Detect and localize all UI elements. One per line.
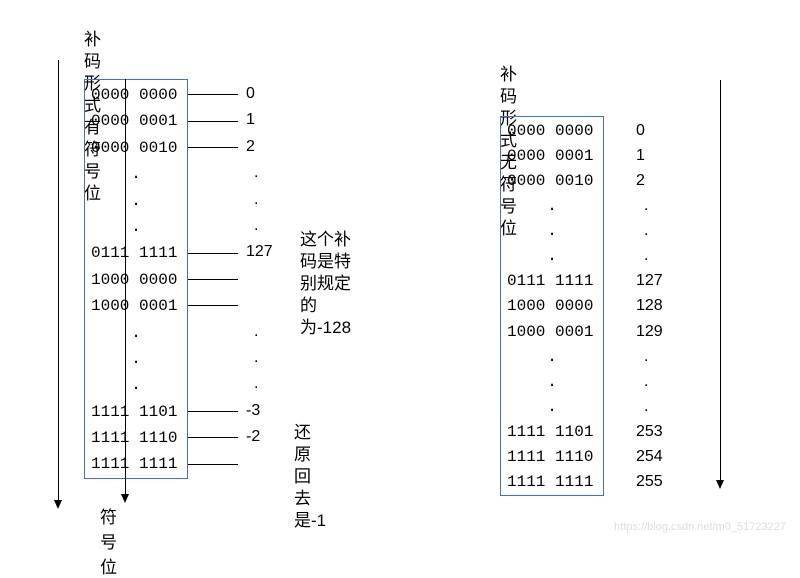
connector-line [188,279,238,280]
unsigned-binary-row: . [501,244,603,269]
unsigned-value: 1 [636,143,663,168]
note-minus1: 还原回去是-1 [294,422,326,532]
signed-value: . [246,345,273,371]
connector-line [188,121,238,122]
connector-line [188,411,238,412]
unsigned-binary-box: 0000 00000000 00010000 0010...0111 11111… [500,116,604,496]
note-minus1-text: 还原回去是-1 [294,423,326,530]
note-minus128: 这个补码是特 别规定的为-128 [300,229,351,339]
signed-value: . [246,371,273,397]
signed-values-column: 012...127...-3-2 [246,81,273,477]
unsigned-binary-row: 1111 1101 [501,420,603,445]
unsigned-value: 128 [636,293,663,318]
unsigned-panel: 补码形式 无符号位 0000 00000000 00010000 0010...… [0,0,104,380]
signed-value [246,450,273,476]
unsigned-binary-row: 0000 0010 [501,169,603,194]
unsigned-value: 253 [636,419,663,444]
unsigned-binary-row: 1111 1111 [501,470,603,495]
unsigned-value: 255 [636,469,663,494]
signed-value [246,266,273,292]
unsigned-value: . [636,394,663,419]
signed-value: . [246,187,273,213]
signed-value [246,292,273,318]
unsigned-value: 2 [636,168,663,193]
unsigned-value: 0 [636,118,663,143]
connector-line [188,253,238,254]
unsigned-binary-row: 0111 1111 [501,269,603,294]
signed-value: 2 [246,134,273,160]
connector-line [188,437,238,438]
unsigned-binary-row: . [501,345,603,370]
signed-value: . [246,213,273,239]
signed-value: . [246,319,273,345]
unsigned-values-column: 012...127128129...253254255 [636,118,663,494]
note-minus128-l1: 这个补码是特 [300,229,351,273]
unsigned-binary-row: . [501,395,603,420]
connector-line [188,147,238,148]
unsigned-binary-row: . [501,194,603,219]
signed-binary-row: 1111 1101 [85,399,187,425]
unsigned-binary-row: 0000 0001 [501,144,603,169]
signed-value: 127 [246,239,273,265]
unsigned-value: . [636,344,663,369]
unsigned-binary-row: . [501,370,603,395]
signed-value: 0 [246,81,273,107]
unsigned-value: . [636,369,663,394]
unsigned-binary-row: 0000 0000 [501,119,603,144]
unsigned-value: 129 [636,319,663,344]
signed-binary-row: 1111 1110 [85,425,187,451]
signed-value: -2 [246,424,273,450]
signed-value: 1 [246,107,273,133]
connector-line [188,305,238,306]
unsigned-value: 254 [636,444,663,469]
unsigned-value: . [636,243,663,268]
signed-binary-row: 1111 1111 [85,451,187,477]
unsigned-value: . [636,218,663,243]
watermark: https://blog.csdn.net/m0_51723227 [614,521,786,533]
note-minus128-l2: 别规定的为-128 [300,273,351,339]
unsigned-binary-row: . [501,219,603,244]
unsigned-binary-row: 1111 1110 [501,445,603,470]
connector-line [188,464,238,465]
unsigned-binary-row: 1000 0000 [501,294,603,319]
signed-value: . [246,160,273,186]
connector-line [188,94,238,95]
unsigned-value: 127 [636,268,663,293]
signed-value: -3 [246,398,273,424]
unsigned-value: . [636,193,663,218]
unsigned-binary-row: 1000 0001 [501,320,603,345]
